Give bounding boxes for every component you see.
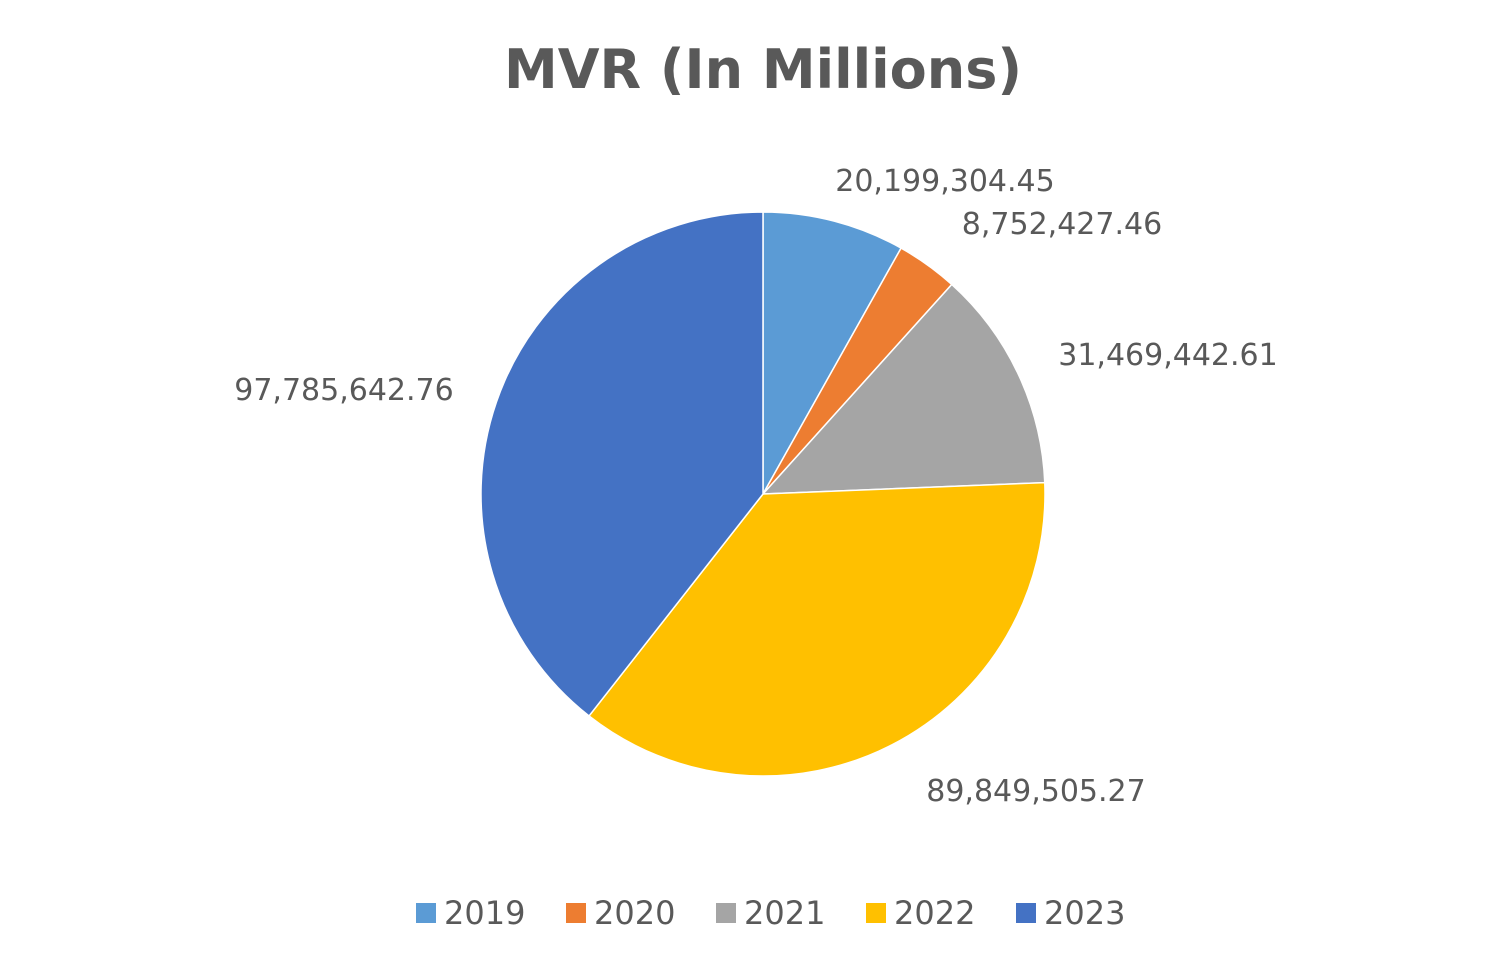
legend-label-2023: 2023 <box>1044 894 1125 932</box>
legend-item-2020: 2020 <box>566 894 675 932</box>
data-label-2021: 31,469,442.61 <box>1058 338 1277 373</box>
pie-slice-2019 <box>762 211 903 497</box>
pie-slice-2022 <box>587 481 1046 777</box>
pie-slice-2023 <box>480 211 764 718</box>
pie-slices <box>480 211 1046 777</box>
legend-item-2022: 2022 <box>866 894 975 932</box>
legend-label-2021: 2021 <box>744 894 825 932</box>
legend-label-2022: 2022 <box>894 894 975 932</box>
legend-swatch-2021 <box>716 903 736 923</box>
legend-swatch-2019 <box>416 903 436 923</box>
legend-swatch-2023 <box>1016 903 1036 923</box>
legend-label-2019: 2019 <box>444 894 525 932</box>
data-label-2019: 20,199,304.45 <box>835 164 1054 199</box>
legend-label-2020: 2020 <box>594 894 675 932</box>
chart-title: MVR (In Millions) <box>504 38 1022 101</box>
legend: 2019 2020 2021 2022 2023 <box>416 894 1125 932</box>
data-label-2022: 89,849,505.27 <box>926 774 1145 809</box>
legend-swatch-2022 <box>866 903 886 923</box>
data-label-2020: 8,752,427.46 <box>962 207 1162 242</box>
pie-slice-2021 <box>761 283 1046 495</box>
data-label-2023: 97,785,642.76 <box>234 373 453 408</box>
legend-item-2019: 2019 <box>416 894 525 932</box>
legend-swatch-2020 <box>566 903 586 923</box>
legend-item-2021: 2021 <box>716 894 825 932</box>
pie-data-labels: 20,199,304.45 8,752,427.46 31,469,442.61 89… <box>234 164 1277 809</box>
legend-item-2023: 2023 <box>1016 894 1125 932</box>
